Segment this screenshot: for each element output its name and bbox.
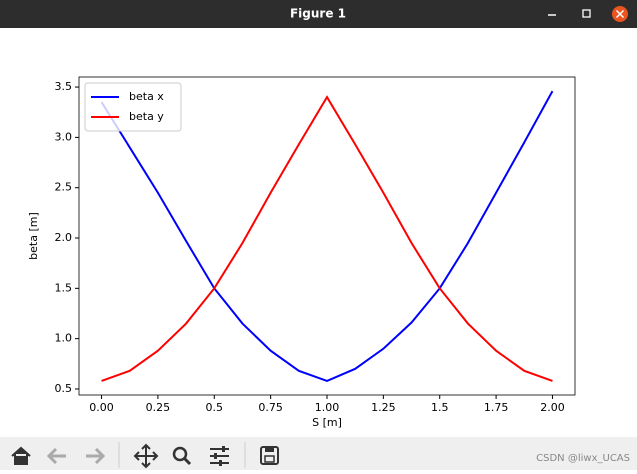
- zoom-button[interactable]: [172, 446, 192, 466]
- x-tick-label: 1.5: [431, 401, 449, 414]
- y-tick-label: 2.5: [55, 181, 73, 194]
- toolbar: [0, 437, 637, 470]
- watermark: CSDN @liwx_UCAS: [536, 453, 630, 464]
- configure-button[interactable]: [210, 446, 229, 466]
- x-tick-label: 0.25: [146, 401, 171, 414]
- forward-button[interactable]: [86, 447, 106, 465]
- line-series: [101, 95, 553, 382]
- pan-button[interactable]: [133, 443, 159, 469]
- y-tick-label: 3.5: [55, 80, 73, 93]
- x-tick-label: 1.00: [315, 401, 340, 414]
- maximize-button[interactable]: [582, 9, 591, 18]
- x-tick-label: 0.00: [89, 401, 114, 414]
- home-button[interactable]: [11, 446, 31, 465]
- legend-label: beta x: [129, 90, 164, 103]
- y-tick-label: 2.0: [55, 231, 73, 244]
- x-axis-label: S [m]: [312, 416, 342, 429]
- x-tick-label: 0.5: [206, 401, 224, 414]
- x-tick-label: 1.25: [371, 401, 396, 414]
- legend-label: beta y: [129, 110, 164, 123]
- x-tick-label: 0.75: [258, 401, 283, 414]
- y-tick-label: 1.0: [55, 332, 73, 345]
- y-tick-label: 1.5: [55, 281, 73, 294]
- save-button[interactable]: [260, 446, 279, 465]
- window-title: Figure 1: [290, 7, 346, 21]
- x-tick-label: 1.75: [484, 401, 509, 414]
- line-series: [100, 90, 554, 382]
- close-button[interactable]: [612, 6, 628, 22]
- x-tick-label: 2.00: [540, 401, 565, 414]
- title-bar: [0, 0, 637, 28]
- y-tick-label: 0.5: [55, 382, 73, 395]
- back-button[interactable]: [46, 447, 66, 465]
- y-axis-label: beta [m]: [27, 212, 40, 260]
- y-tick-label: 3.0: [55, 130, 73, 143]
- legend-box: [84, 82, 182, 132]
